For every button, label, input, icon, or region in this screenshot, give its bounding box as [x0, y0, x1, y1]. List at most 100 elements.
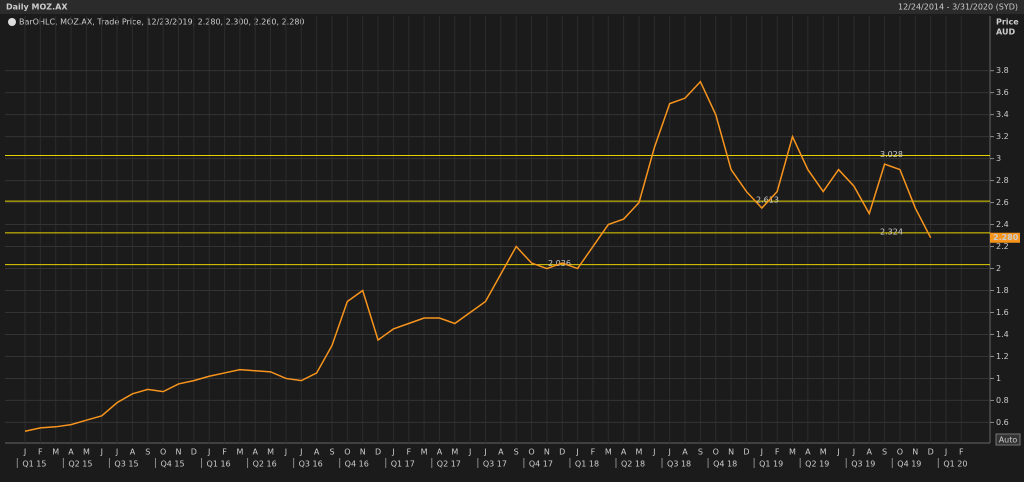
x-tick-label: N — [728, 448, 734, 457]
x-tick-label: D — [743, 448, 749, 457]
x-tick-label: F — [775, 448, 780, 457]
x-tick-label: M — [820, 448, 827, 457]
x-tick-label: N — [176, 448, 182, 457]
y-tick-label: 1.8 — [996, 286, 1009, 295]
x-tick-label: J — [575, 448, 578, 457]
last-price-label: 2.280 — [993, 233, 1019, 242]
y-tick-label: 1.4 — [996, 330, 1009, 339]
x-tick-label: A — [130, 448, 136, 457]
x-tick-label: J — [115, 448, 118, 457]
x-tick-label: D — [928, 448, 934, 457]
x-tick-label: O — [160, 448, 166, 457]
quarter-label: Q3 17 — [483, 460, 507, 469]
quarter-label: Q1 17 — [391, 460, 415, 469]
x-tick-label: N — [912, 448, 918, 457]
x-tick-label: J — [299, 448, 302, 457]
x-tick-label: A — [253, 448, 259, 457]
quarter-label: Q3 16 — [299, 460, 323, 469]
level-label: 2.613 — [756, 196, 779, 205]
quarter-label: Q2 18 — [621, 460, 645, 469]
x-tick-label: J — [652, 448, 655, 457]
quarter-label: Q1 19 — [759, 460, 783, 469]
quarter-label: Q1 15 — [22, 460, 46, 469]
quarter-label: Q3 18 — [667, 460, 691, 469]
x-tick-label: A — [805, 448, 811, 457]
quarter-label: Q2 15 — [68, 460, 92, 469]
x-tick-label: J — [944, 448, 947, 457]
x-tick-label: S — [514, 448, 519, 457]
x-tick-label: M — [789, 448, 796, 457]
quarter-label: Q3 15 — [114, 460, 138, 469]
level-label: 2.324 — [880, 227, 903, 236]
x-tick-label: O — [344, 448, 350, 457]
x-tick-label: M — [605, 448, 612, 457]
x-tick-label: J — [668, 448, 671, 457]
x-tick-label: J — [836, 448, 839, 457]
y-tick-label: 3.2 — [996, 132, 1009, 141]
x-tick-label: O — [528, 448, 534, 457]
y-tick-label: 3.8 — [996, 66, 1009, 75]
auto-button-label[interactable]: Auto — [999, 436, 1018, 445]
x-tick-label: S — [145, 448, 150, 457]
quarter-label: Q2 17 — [437, 460, 461, 469]
x-tick-label: M — [451, 448, 458, 457]
x-tick-label: J — [483, 448, 486, 457]
quarter-label: Q2 16 — [253, 460, 277, 469]
y-tick-label: 2.2 — [996, 242, 1009, 251]
x-tick-label: D — [191, 448, 197, 457]
y-axis-label: AUD — [996, 28, 1015, 37]
quarter-label: Q1 18 — [575, 460, 599, 469]
quarter-label: Q4 16 — [345, 460, 369, 469]
x-tick-label: S — [329, 448, 334, 457]
x-tick-label: A — [314, 448, 320, 457]
x-tick-label: J — [468, 448, 471, 457]
x-tick-label: M — [636, 448, 643, 457]
y-tick-label: 3.6 — [996, 88, 1009, 97]
y-tick-label: 2.4 — [996, 220, 1009, 229]
y-tick-label: 1 — [996, 374, 1001, 383]
header-bar — [0, 0, 1024, 14]
x-tick-label: S — [698, 448, 703, 457]
x-tick-label: M — [267, 448, 274, 457]
x-tick-label: D — [559, 448, 565, 457]
x-tick-label: F — [406, 448, 411, 457]
y-tick-label: 3.4 — [996, 110, 1009, 119]
y-tick-label: 2.6 — [996, 198, 1009, 207]
x-tick-label: M — [236, 448, 243, 457]
x-tick-label: F — [222, 448, 227, 457]
x-tick-label: J — [23, 448, 26, 457]
level-label: 3.028 — [880, 150, 903, 159]
x-tick-label: J — [284, 448, 287, 457]
quarter-label: Q3 19 — [851, 460, 875, 469]
x-tick-label: O — [897, 448, 903, 457]
x-tick-label: A — [621, 448, 627, 457]
x-tick-label: J — [100, 448, 103, 457]
quarter-label: Q4 18 — [713, 460, 737, 469]
x-tick-label: A — [68, 448, 74, 457]
x-tick-label: M — [52, 448, 59, 457]
x-tick-label: S — [882, 448, 887, 457]
x-tick-label: F — [38, 448, 43, 457]
x-tick-label: M — [83, 448, 90, 457]
quarter-label: Q2 19 — [805, 460, 829, 469]
x-tick-label: O — [713, 448, 719, 457]
x-tick-label: A — [682, 448, 688, 457]
quarter-label: Q4 19 — [897, 460, 921, 469]
quarter-label: Q4 15 — [160, 460, 184, 469]
x-tick-label: N — [544, 448, 550, 457]
auto-button[interactable] — [995, 433, 1021, 446]
x-tick-label: N — [360, 448, 366, 457]
y-tick-label: 2 — [996, 264, 1001, 273]
x-tick-label: F — [959, 448, 964, 457]
x-tick-label: A — [498, 448, 504, 457]
x-tick-label: A — [867, 448, 873, 457]
y-tick-label: 1.2 — [996, 352, 1009, 361]
quarter-label: Q1 16 — [207, 460, 231, 469]
x-tick-label: J — [760, 448, 763, 457]
y-tick-label: 3 — [996, 154, 1001, 163]
legend-icon — [8, 18, 16, 26]
y-axis-label: Price — [996, 18, 1019, 27]
x-tick-label: F — [591, 448, 596, 457]
